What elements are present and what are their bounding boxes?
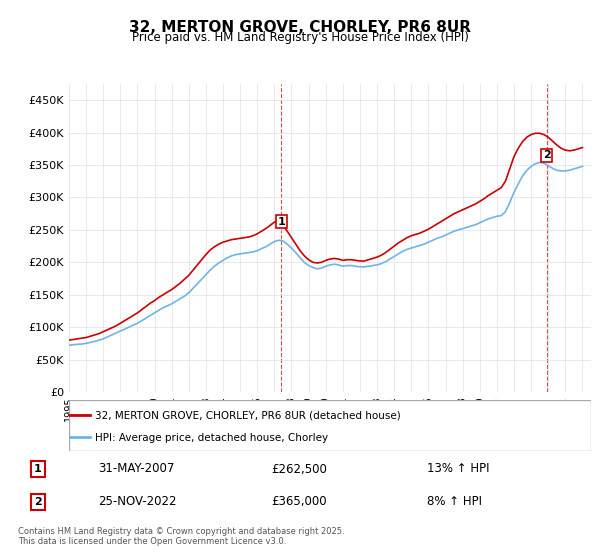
Text: 8% ↑ HPI: 8% ↑ HPI bbox=[427, 496, 482, 508]
Text: 25-NOV-2022: 25-NOV-2022 bbox=[98, 496, 177, 508]
Text: HPI: Average price, detached house, Chorley: HPI: Average price, detached house, Chor… bbox=[95, 433, 328, 443]
Text: 32, MERTON GROVE, CHORLEY, PR6 8UR: 32, MERTON GROVE, CHORLEY, PR6 8UR bbox=[129, 20, 471, 35]
Text: £365,000: £365,000 bbox=[271, 496, 327, 508]
Text: 2: 2 bbox=[542, 150, 550, 160]
Text: Contains HM Land Registry data © Crown copyright and database right 2025.
This d: Contains HM Land Registry data © Crown c… bbox=[18, 526, 344, 546]
Text: Price paid vs. HM Land Registry's House Price Index (HPI): Price paid vs. HM Land Registry's House … bbox=[131, 31, 469, 44]
Text: £262,500: £262,500 bbox=[271, 463, 327, 475]
Text: 32, MERTON GROVE, CHORLEY, PR6 8UR (detached house): 32, MERTON GROVE, CHORLEY, PR6 8UR (deta… bbox=[95, 410, 401, 421]
Text: 1: 1 bbox=[34, 464, 42, 474]
Text: 2: 2 bbox=[34, 497, 42, 507]
Text: 31-MAY-2007: 31-MAY-2007 bbox=[98, 463, 175, 475]
FancyBboxPatch shape bbox=[69, 400, 591, 451]
Text: 1: 1 bbox=[277, 217, 285, 227]
Text: 13% ↑ HPI: 13% ↑ HPI bbox=[427, 463, 489, 475]
